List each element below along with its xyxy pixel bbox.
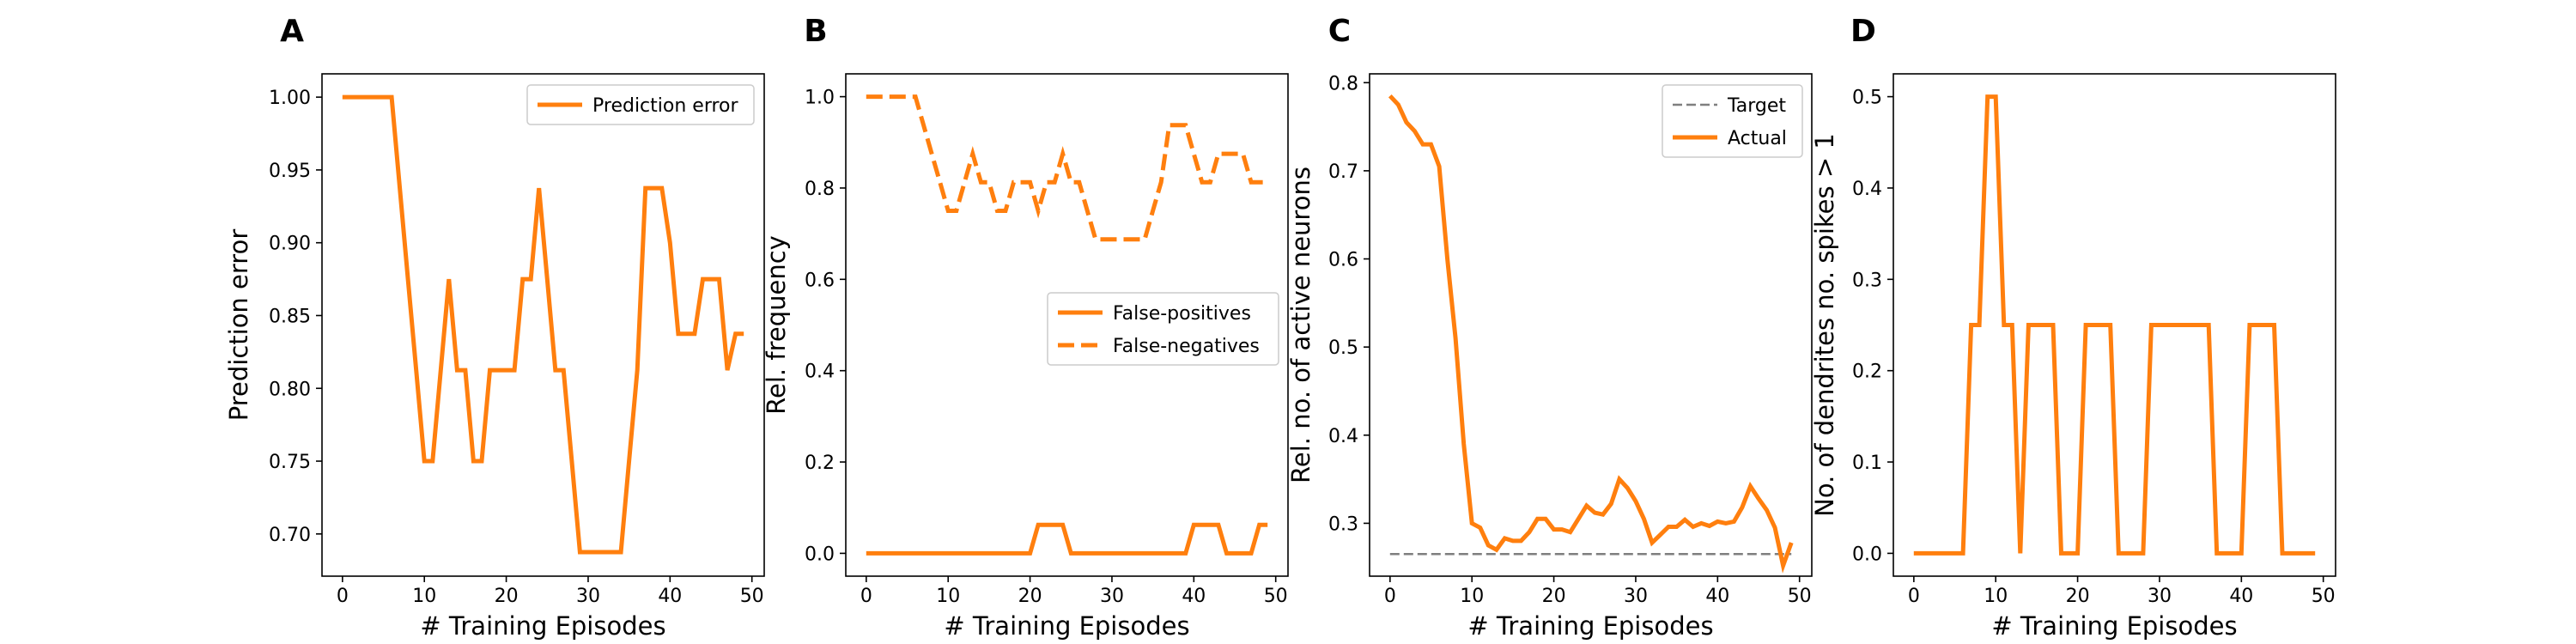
x-tick-label: 30: [1624, 586, 1648, 607]
series-line-false-positives: [866, 522, 1268, 556]
legend-box: [1047, 292, 1279, 366]
x-axis-label: # Training Episodes: [944, 611, 1189, 641]
y-tick-label: 0.8: [1328, 73, 1358, 94]
y-tick-label: 0.5: [1328, 337, 1358, 359]
y-tick-label: 1.0: [805, 88, 835, 109]
x-axis-label: # Training Episodes: [420, 611, 665, 641]
x-tick-label: 20: [1018, 586, 1042, 607]
x-tick-label: 10: [1984, 586, 2008, 607]
y-tick-label: 0.80: [269, 379, 311, 400]
x-tick-label: 20: [2066, 586, 2090, 607]
y-tick-label: 0.8: [805, 179, 835, 200]
x-tick-label: 50: [740, 586, 764, 607]
x-tick-label: 10: [1460, 586, 1484, 607]
x-tick-label: 30: [1100, 586, 1124, 607]
y-tick-label: 0.1: [1852, 453, 1882, 474]
y-tick-label: 0.5: [1852, 88, 1882, 109]
legend: Prediction error: [526, 84, 755, 125]
legend-box: [526, 84, 755, 125]
legend-label: Target: [1727, 95, 1786, 117]
x-tick-label: 50: [2312, 586, 2336, 607]
legend-label: False-positives: [1113, 303, 1251, 325]
x-tick-label: 0: [860, 586, 872, 607]
x-tick-label: 0: [337, 586, 349, 607]
y-tick-label: 0.2: [805, 453, 835, 474]
y-axis-label: Prediction error: [224, 229, 253, 422]
legend-label: Prediction error: [592, 95, 738, 117]
axes-frame: [321, 73, 765, 577]
x-tick-label: 10: [936, 586, 960, 607]
y-tick-label: 0.3: [1328, 513, 1358, 535]
x-tick-label: 40: [1182, 586, 1206, 607]
x-tick-label: 30: [2148, 586, 2172, 607]
y-axis-label: Rel. no. of active neurons: [1286, 167, 1315, 483]
y-tick-label: 0.4: [1852, 179, 1882, 200]
y-tick-label: 0.4: [805, 361, 835, 383]
y-tick-label: 0.95: [269, 161, 311, 182]
series-line-false-negatives: [866, 94, 1268, 242]
legend-label: Actual: [1728, 128, 1787, 149]
panel-letter: C: [1328, 14, 1351, 49]
x-tick-label: 30: [576, 586, 600, 607]
axes-frame: [1369, 73, 1813, 577]
x-tick-label: 10: [412, 586, 436, 607]
y-tick-label: 0.75: [269, 452, 311, 473]
x-tick-label: 40: [658, 586, 682, 607]
y-tick-label: 0.6: [805, 270, 835, 291]
y-tick-label: 0.6: [1328, 250, 1358, 271]
panel-d: D 0 10 20 30 40 50 0.0 0.1 0.2 0.3 0.4 0.5 # Training…: [1810, 14, 2336, 641]
legend: Target Actual: [1662, 84, 1803, 158]
y-tick-label: 0.0: [805, 544, 835, 565]
x-tick-label: 40: [1705, 586, 1729, 607]
panel-a: A 0 10 20 30 40 50 0.70 0.75 0.80 0.85 0.90 0.95 1.00…: [224, 14, 765, 641]
panel-b: B 0 10 20 30 40 50 0.0 0.2 0.4 0.6 0.8 1.0 # Training…: [762, 14, 1289, 641]
x-tick-label: 50: [1788, 586, 1812, 607]
x-tick-label: 20: [1542, 586, 1566, 607]
x-tick-label: 0: [1384, 586, 1396, 607]
panel-letter: A: [280, 14, 304, 49]
y-tick-label: 0.4: [1328, 426, 1358, 447]
y-tick-label: 0.90: [269, 234, 311, 255]
series-line-prediction-error: [342, 94, 744, 555]
y-tick-label: 0.3: [1852, 270, 1882, 291]
panel-letter: D: [1850, 14, 1876, 49]
y-tick-label: 0.0: [1852, 544, 1882, 565]
x-axis-label: # Training Episodes: [1991, 611, 2237, 641]
series-line-data: [1913, 94, 2316, 556]
y-tick-label: 1.00: [269, 88, 311, 109]
y-axis-label: No. of dendrites no. spikes > 1: [1810, 133, 1839, 517]
y-tick-label: 0.7: [1328, 161, 1358, 183]
x-axis-label: # Training Episodes: [1467, 611, 1713, 641]
panel-letter: B: [804, 14, 827, 49]
y-tick-label: 0.70: [269, 525, 311, 546]
panel-c: C 0 10 20 30 40 50 0.3 0.4 0.5 0.6 0.7 0.8 # Training…: [1286, 14, 1813, 641]
x-tick-label: 40: [2229, 586, 2253, 607]
legend-label: False-negatives: [1113, 336, 1260, 357]
legend: False-positives False-negatives: [1047, 292, 1279, 366]
y-tick-label: 0.85: [269, 306, 311, 327]
x-tick-label: 0: [1908, 586, 1920, 607]
series-line-actual: [1388, 94, 1794, 574]
axes-frame: [1893, 73, 2336, 577]
axes-frame: [845, 73, 1289, 577]
x-tick-label: 50: [1264, 586, 1288, 607]
x-tick-label: 20: [495, 586, 519, 607]
y-axis-label: Rel. frequency: [762, 235, 791, 415]
y-tick-label: 0.2: [1852, 361, 1882, 383]
